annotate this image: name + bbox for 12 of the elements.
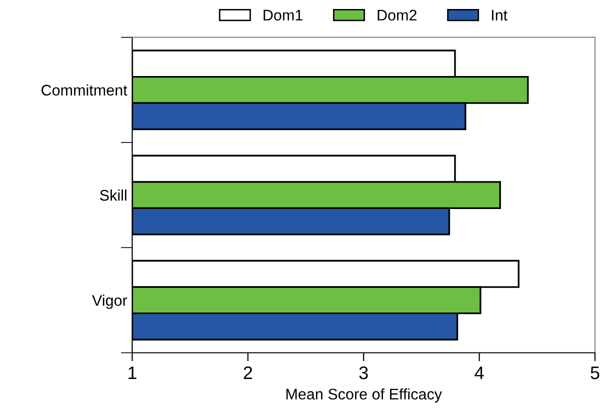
legend-label: Dom1 — [264, 10, 302, 21]
x-tick-label: 3 — [359, 366, 368, 380]
y-tick-label: Vigor — [92, 294, 128, 309]
x-tick-label: 2 — [244, 366, 252, 380]
legend-label: Dom2 — [378, 10, 416, 21]
x-tick-label: 1 — [128, 366, 136, 380]
y-tick-label: Skill — [100, 190, 126, 201]
x-tick-label: 4 — [474, 366, 484, 380]
legend-label: Int — [492, 10, 508, 21]
x-tick-label: 5 — [590, 366, 600, 380]
y-tick-label: Commitment — [42, 84, 128, 96]
x-axis-title: Mean Score of Efficacy — [286, 388, 442, 403]
